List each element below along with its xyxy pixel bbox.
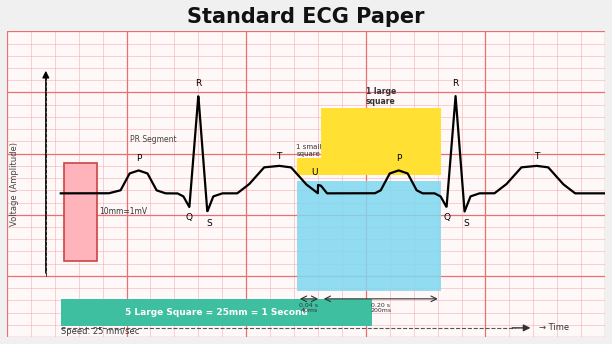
Text: 1 large
square: 1 large square (365, 87, 396, 106)
Title: Standard ECG Paper: Standard ECG Paper (187, 7, 425, 27)
Bar (64, 163, 97, 261)
Text: 10mm=1mV: 10mm=1mV (100, 207, 147, 216)
Text: PR Segment: PR Segment (130, 136, 177, 144)
Text: T: T (534, 152, 539, 161)
Bar (321, 181, 441, 291)
Bar (61, 299, 372, 326)
Text: 5 Large Square = 25mm = 1 Second: 5 Large Square = 25mm = 1 Second (125, 308, 308, 317)
Text: S: S (463, 219, 469, 228)
Bar (321, 108, 441, 175)
Text: Q: Q (186, 213, 193, 222)
Text: S: S (206, 219, 212, 228)
Text: Q: Q (443, 213, 450, 222)
Text: R: R (452, 79, 458, 88)
Bar (297, 158, 321, 175)
Text: 0.04 s
40ms: 0.04 s 40ms (299, 302, 318, 313)
Text: T: T (277, 152, 282, 161)
Text: P: P (136, 154, 141, 163)
Text: R: R (195, 79, 201, 88)
Text: 1 small
square: 1 small square (296, 144, 322, 157)
Text: U: U (312, 168, 318, 176)
Text: 0.20 s
200ms: 0.20 s 200ms (370, 302, 391, 313)
Bar (297, 181, 321, 291)
Text: P: P (396, 154, 401, 163)
Text: → Time: → Time (539, 323, 569, 332)
Text: Speed: 25 mm/sec: Speed: 25 mm/sec (61, 326, 139, 335)
Text: Voltage (Amplitude): Voltage (Amplitude) (10, 142, 18, 226)
